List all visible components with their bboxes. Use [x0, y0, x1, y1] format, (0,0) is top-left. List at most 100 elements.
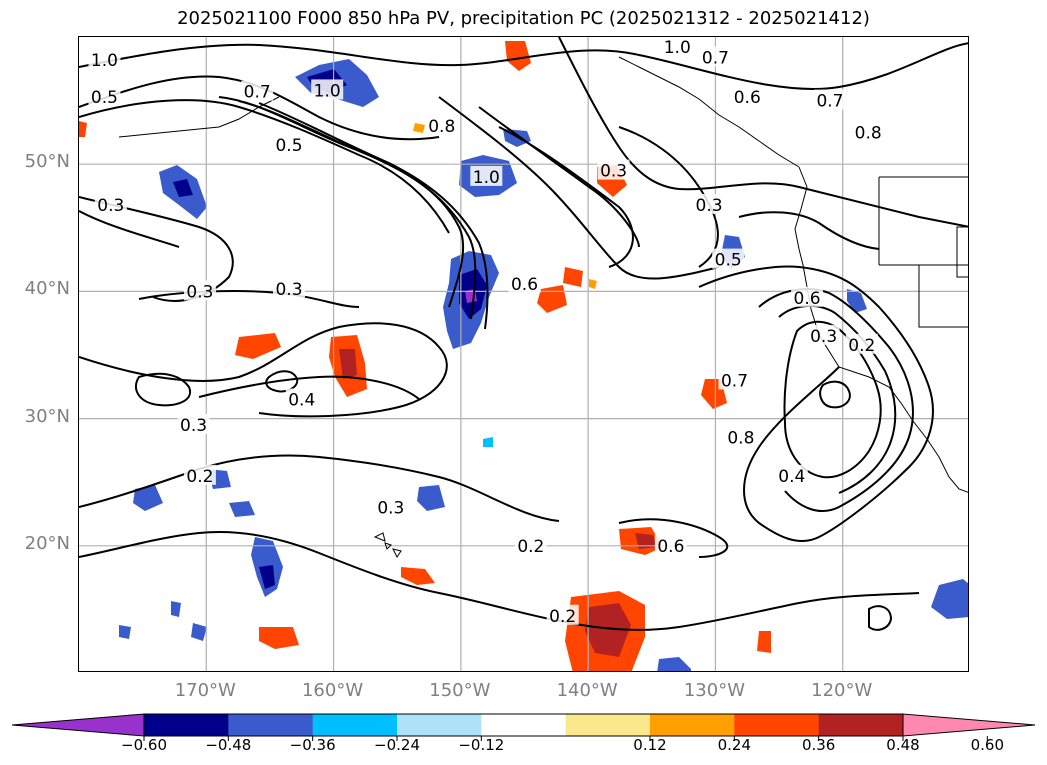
contour-label-bg	[88, 85, 121, 106]
colorbar-bin	[228, 714, 314, 736]
contour-label: 0.3	[377, 499, 404, 519]
contour-label-bg	[183, 464, 216, 485]
colorbar-tick-label: −0.48	[205, 736, 252, 754]
colorbar-extend-max	[902, 713, 1036, 737]
colorbar-tick-label: 0.48	[886, 736, 920, 754]
contour-label-bg	[724, 426, 757, 447]
contour-label: 0.8	[428, 117, 455, 137]
contour-label: 1.0	[314, 81, 341, 101]
colorbar-tick-label: 0.60	[970, 736, 1005, 754]
precipitation-layer	[79, 41, 968, 671]
map-panel: 1.0 0.5 0.7 0.5 1.0 0.8 1.0 0.3 1.0 0.7 0.6 0.7 0.8 0…	[78, 36, 969, 672]
contour-label: 0.5	[275, 136, 302, 156]
contour-label-bg	[374, 496, 407, 517]
contour-label-bg	[183, 280, 216, 301]
contour-label-bg	[273, 277, 306, 298]
contour-label-bg	[285, 388, 318, 409]
contour-label-bg	[514, 534, 547, 555]
contour-label: 1.0	[473, 168, 500, 188]
contour-labels: 1.00.5 0.70.51.00.81.0 0.31.00.70.6 0.70.80…	[88, 37, 885, 627]
contour-label-bg	[597, 159, 630, 180]
contour-label-bg	[241, 80, 274, 101]
contour-label: 0.2	[848, 336, 875, 356]
contour-label-bg	[94, 193, 127, 214]
colorbar	[11, 713, 1036, 741]
contour-label-bg	[546, 604, 579, 625]
contour-label-bg	[807, 324, 840, 345]
colorbar-bin	[397, 714, 482, 736]
contour-label-bg	[775, 464, 808, 485]
contour-label: 0.4	[778, 467, 805, 487]
contour-label-bg	[791, 286, 824, 307]
contour-label: 0.3	[97, 196, 124, 216]
contour-label: 0.3	[696, 196, 723, 216]
contour-label: 0.3	[810, 327, 837, 347]
contour-label-bg	[693, 193, 726, 214]
colorbar-frame	[143, 713, 904, 737]
colorbar-bin	[312, 714, 398, 736]
contour-label-bg	[718, 369, 751, 390]
contour-label-bg	[470, 165, 503, 186]
lon-tick-label: 130°W	[683, 680, 745, 701]
contour-label: 0.7	[244, 83, 271, 103]
contour-label-bg	[177, 413, 210, 434]
contour-label: 0.6	[511, 275, 538, 295]
contour-label-bg	[699, 46, 732, 67]
lat-tick-label: 30°N	[24, 405, 70, 427]
colorbar-extend-min	[11, 713, 145, 737]
contour-label: 0.6	[794, 289, 821, 309]
colorbar-tick-label: −0.12	[458, 736, 505, 754]
colorbar-bin	[818, 714, 904, 736]
contour-label: 0.3	[600, 162, 627, 182]
colorbar-bin	[565, 714, 651, 736]
contour-label: 0.2	[517, 537, 544, 557]
contour-label-bg	[845, 333, 878, 354]
contour-label: 0.3	[180, 416, 207, 436]
contour-label: 0.5	[715, 251, 742, 271]
contour-label: 0.7	[702, 48, 729, 68]
map-title: 2025021100 F000 850 hPa PV, precipitatio…	[177, 8, 870, 29]
contour-label-bg	[508, 272, 541, 293]
colorbar-tick-label: 0.12	[633, 736, 667, 754]
contour-label-bg	[712, 248, 745, 269]
contour-label: 0.3	[275, 280, 302, 300]
colorbar-tick-label: −0.24	[374, 736, 420, 754]
contour-label: 0.2	[186, 467, 213, 487]
contour-label-bg	[654, 534, 687, 555]
contour-label: 0.2	[549, 607, 576, 627]
contour-label: 1.0	[664, 38, 691, 58]
colorbar-tick-label: 0.36	[801, 736, 836, 754]
lon-tick-label: 170°W	[174, 680, 236, 701]
lat-tick-label: 50°N	[24, 151, 70, 173]
colorbar-bin	[481, 714, 567, 736]
contour-label: 0.6	[734, 88, 761, 108]
colorbar-tick-label: 0.24	[717, 736, 752, 754]
contour-label: 0.4	[288, 391, 315, 411]
contour-label: 0.7	[816, 92, 843, 112]
contour-label: 0.8	[727, 429, 754, 449]
contour-label: 0.8	[855, 123, 882, 143]
lon-tick-label: 150°W	[429, 680, 491, 701]
lat-tick-label: 20°N	[24, 532, 70, 554]
lon-tick-label: 120°W	[811, 680, 873, 701]
lon-tick-label: 140°W	[556, 680, 618, 701]
lat-tick-label: 40°N	[24, 278, 70, 300]
lon-tick-label: 160°W	[301, 680, 364, 701]
contour-label-bg	[852, 121, 885, 142]
colorbar-bin	[734, 714, 820, 736]
contour-label: 0.3	[186, 282, 213, 302]
contour-label-bg	[311, 79, 344, 100]
colorbar-tick-label: −0.36	[289, 736, 336, 754]
contour-label-bg	[731, 85, 764, 106]
contour-label-bg	[425, 115, 458, 136]
contour-label: 1.0	[91, 51, 118, 71]
contour-label-bg	[88, 48, 121, 69]
contour-label-bg	[273, 134, 306, 155]
colorbar-bin	[650, 714, 735, 736]
colorbar-bin	[144, 714, 229, 736]
contour-label: 0.7	[721, 371, 748, 391]
contour-label: 0.5	[91, 88, 118, 108]
map-canvas: 1.00.5 0.70.51.00.81.0 0.31.00.70.6 0.70.80…	[79, 37, 968, 671]
contour-label-bg	[813, 89, 846, 110]
contour-label: 0.6	[657, 537, 684, 557]
